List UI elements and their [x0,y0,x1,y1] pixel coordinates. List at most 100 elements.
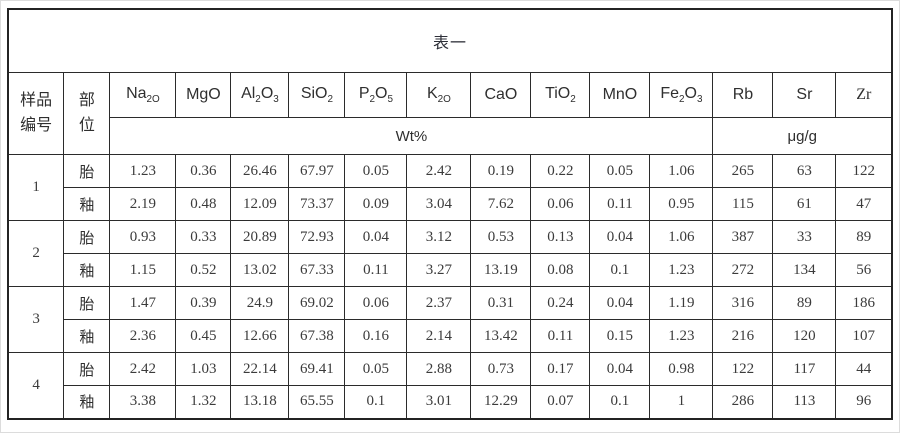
value-cell: 2.36 [109,319,177,353]
value-cell: 72.93 [288,220,346,254]
value-cell: 0.45 [175,319,232,353]
value-cell: 69.41 [288,352,346,386]
sample-id-cell: 3 [7,286,65,353]
value-cell: 0.09 [344,187,408,221]
value-cell: 0.22 [530,154,591,188]
value-cell: 2.37 [406,286,472,320]
value-cell: 0.19 [470,154,532,188]
value-cell: 0.33 [175,220,232,254]
value-cell: 1.32 [175,385,232,419]
value-cell: 13.18 [230,385,290,419]
part-header-line2: 位 [78,116,95,134]
value-cell: 122 [712,352,774,386]
value-cell: 1.03 [175,352,232,386]
value-cell: 13.42 [470,319,532,353]
data-row-sample-4-glaze: 釉 3.38 1.32 13.18 65.55 0.1 3.01 12.29 0.07 0.1 1 2… [8,385,893,419]
value-cell: 67.38 [288,319,346,353]
sample-number-header: 样品 编号 [7,72,65,155]
value-cell: 69.02 [288,286,346,320]
col-header-rb: Rb [712,72,774,118]
value-cell: 1 [649,385,714,419]
value-cell: 0.05 [344,154,408,188]
part-header-line1: 部 [78,91,95,109]
value-cell: 73.37 [288,187,346,221]
value-cell: 0.13 [530,220,591,254]
value-cell: 89 [772,286,837,320]
composition-table: 表一 样品 编号 部 位 Na2O MgO Al2O3 SiO2 P2O5 K2O CaO T… [6,8,894,420]
column-header-row: 样品 编号 部 位 Na2O MgO Al2O3 SiO2 P2O5 K2O CaO TiO2… [7,72,893,155]
col-header-p2o5: P2O5 [344,72,408,118]
value-cell: 3.04 [406,187,472,221]
col-header-al2o3: Al2O3 [230,72,290,118]
value-cell: 1.23 [649,319,714,353]
sample-id-cell: 1 [7,154,65,221]
value-cell: 107 [835,319,893,353]
value-cell: 0.15 [589,319,651,353]
col-header-na2o: Na2O [109,72,177,118]
value-cell: 12.29 [470,385,532,419]
value-cell: 0.04 [344,220,408,254]
value-cell: 2.42 [406,154,472,188]
value-cell: 3.38 [109,385,177,419]
units-row: Wt% μg/g [8,117,893,155]
data-row-sample-2-glaze: 釉 1.15 0.52 13.02 67.33 0.11 3.27 13.19 0.08 0.1 1… [8,253,893,287]
value-cell: 67.97 [288,154,346,188]
value-cell: 0.04 [589,352,651,386]
col-header-k2o: K2O [406,72,472,118]
value-cell: 0.05 [344,352,408,386]
value-cell: 286 [712,385,774,419]
value-cell: 387 [712,220,774,254]
value-cell: 3.27 [406,253,472,287]
data-row-sample-1-body: 1 胎 1.23 0.36 26.46 67.97 0.05 2.42 0.19 0.22 0.05… [7,154,893,221]
value-cell: 1.23 [109,154,177,188]
value-cell: 0.98 [649,352,714,386]
sample-id-cell: 4 [7,352,65,419]
value-cell: 47 [835,187,893,221]
value-cell: 96 [835,385,893,419]
value-cell: 65.55 [288,385,346,419]
data-row-sample-3-body: 3 胎 1.47 0.39 24.9 69.02 0.06 2.37 0.31 0.24 0.04 1… [7,286,893,353]
value-cell: 122 [835,154,893,188]
value-cell: 0.24 [530,286,591,320]
value-cell: 117 [772,352,837,386]
value-cell: 2.88 [406,352,472,386]
value-cell: 113 [772,385,837,419]
value-cell: 0.1 [589,253,651,287]
value-cell: 0.05 [589,154,651,188]
data-row-sample-3-glaze: 釉 2.36 0.45 12.66 67.38 0.16 2.14 13.42 0.11 0.15… [8,319,893,353]
value-cell: 0.95 [649,187,714,221]
col-header-sr: Sr [772,72,837,118]
value-cell: 316 [712,286,774,320]
value-cell: 120 [772,319,837,353]
part-cell: 釉 [63,253,111,287]
value-cell: 115 [712,187,774,221]
value-cell: 134 [772,253,837,287]
value-cell: 265 [712,154,774,188]
wt-percent-unit-label: Wt% [109,117,714,155]
table-title-row: 表一 [7,8,893,73]
value-cell: 2.42 [109,352,177,386]
value-cell: 0.93 [109,220,177,254]
part-cell: 胎 [63,220,111,254]
sample-number-header-line1: 样品 [20,91,53,109]
value-cell: 0.36 [175,154,232,188]
value-cell: 0.52 [175,253,232,287]
part-cell: 胎 [63,286,111,320]
value-cell: 0.11 [530,319,591,353]
value-cell: 0.17 [530,352,591,386]
value-cell: 56 [835,253,893,287]
value-cell: 3.12 [406,220,472,254]
value-cell: 1.06 [649,220,714,254]
part-cell: 釉 [63,319,111,353]
value-cell: 1.47 [109,286,177,320]
value-cell: 186 [835,286,893,320]
value-cell: 12.09 [230,187,290,221]
col-header-fe2o3: Fe2O3 [649,72,714,118]
value-cell: 0.06 [530,187,591,221]
value-cell: 1.06 [649,154,714,188]
value-cell: 2.19 [109,187,177,221]
col-header-mgo: MgO [175,72,232,118]
value-cell: 0.04 [589,286,651,320]
value-cell: 216 [712,319,774,353]
